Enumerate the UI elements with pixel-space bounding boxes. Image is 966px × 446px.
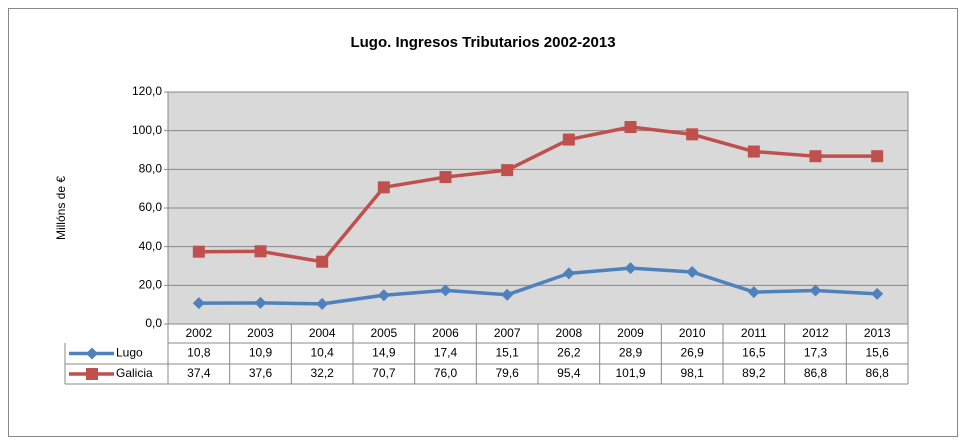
legend-label: Galicia — [116, 366, 153, 380]
x-tick-label: 2013 — [864, 326, 891, 340]
y-tick-label: 20,0 — [139, 278, 163, 292]
y-tick-label: 80,0 — [139, 162, 163, 176]
marker — [809, 150, 822, 163]
legend-marker — [86, 347, 98, 360]
marker — [562, 133, 575, 146]
marker — [871, 287, 884, 300]
marker — [316, 255, 329, 268]
data-label: 10,4 — [310, 346, 334, 360]
line — [198, 125, 878, 264]
line — [198, 266, 878, 306]
data-label: 15,6 — [865, 346, 889, 360]
x-tick-label: 2006 — [432, 326, 459, 340]
data-label: 10,9 — [249, 346, 273, 360]
y-tick-label: 60,0 — [139, 200, 163, 214]
chart-title: Lugo. Ingresos Tributarios 2002-2013 — [350, 34, 615, 51]
marker — [624, 262, 637, 275]
data-label: 98,1 — [680, 366, 704, 380]
data-label: 17,4 — [434, 346, 458, 360]
data-label: 37,4 — [187, 366, 211, 380]
marker — [747, 145, 760, 158]
legend-marker — [86, 368, 98, 380]
x-tick-label: 2005 — [370, 326, 397, 340]
data-label: 76,0 — [434, 366, 458, 380]
x-tick-label: 2012 — [802, 326, 829, 340]
data-label: 15,1 — [495, 346, 519, 360]
y-axis-title: Millóns de € — [54, 176, 68, 240]
marker — [624, 120, 637, 133]
y-tick-label: 100,0 — [132, 123, 162, 137]
x-tick-label: 2010 — [679, 326, 706, 340]
y-tick-label: 40,0 — [139, 239, 163, 253]
marker — [439, 171, 452, 184]
data-label: 101,9 — [615, 366, 645, 380]
data-label: 26,9 — [680, 346, 704, 360]
marker — [501, 164, 514, 177]
data-label: 28,9 — [619, 346, 643, 360]
marker — [316, 297, 329, 310]
data-label: 79,6 — [495, 366, 519, 380]
data-label: 89,2 — [742, 366, 766, 380]
marker — [439, 284, 452, 297]
y-tick-label: 120,0 — [132, 84, 162, 98]
data-label: 86,8 — [865, 366, 889, 380]
data-label: 95,4 — [557, 366, 581, 380]
x-tick-label: 2003 — [247, 326, 274, 340]
marker — [192, 245, 205, 258]
x-tick-label: 2008 — [555, 326, 582, 340]
marker — [254, 296, 267, 309]
data-label: 32,2 — [310, 366, 334, 380]
x-tick-label: 2004 — [309, 326, 336, 340]
marker — [377, 181, 390, 194]
data-label: 26,2 — [557, 346, 581, 360]
data-label: 14,9 — [372, 346, 396, 360]
x-tick-label: 2009 — [617, 326, 644, 340]
marker — [562, 267, 575, 280]
marker — [501, 288, 514, 301]
legend-label: Lugo — [116, 346, 143, 360]
marker — [871, 150, 884, 163]
x-tick-label: 2002 — [185, 326, 212, 340]
marker — [809, 284, 822, 297]
x-tick-label: 2007 — [494, 326, 521, 340]
data-label: 16,5 — [742, 346, 766, 360]
marker — [377, 289, 390, 302]
data-label: 86,8 — [804, 366, 828, 380]
marker — [686, 128, 699, 141]
data-label: 37,6 — [249, 366, 273, 380]
data-label: 17,3 — [804, 346, 828, 360]
data-label: 70,7 — [372, 366, 396, 380]
marker — [686, 265, 699, 278]
marker — [254, 245, 267, 258]
data-label: 10,8 — [187, 346, 211, 360]
marker — [747, 286, 760, 299]
marker — [192, 297, 205, 310]
x-tick-label: 2011 — [741, 326, 767, 340]
y-tick-label: 0,0 — [145, 316, 162, 330]
